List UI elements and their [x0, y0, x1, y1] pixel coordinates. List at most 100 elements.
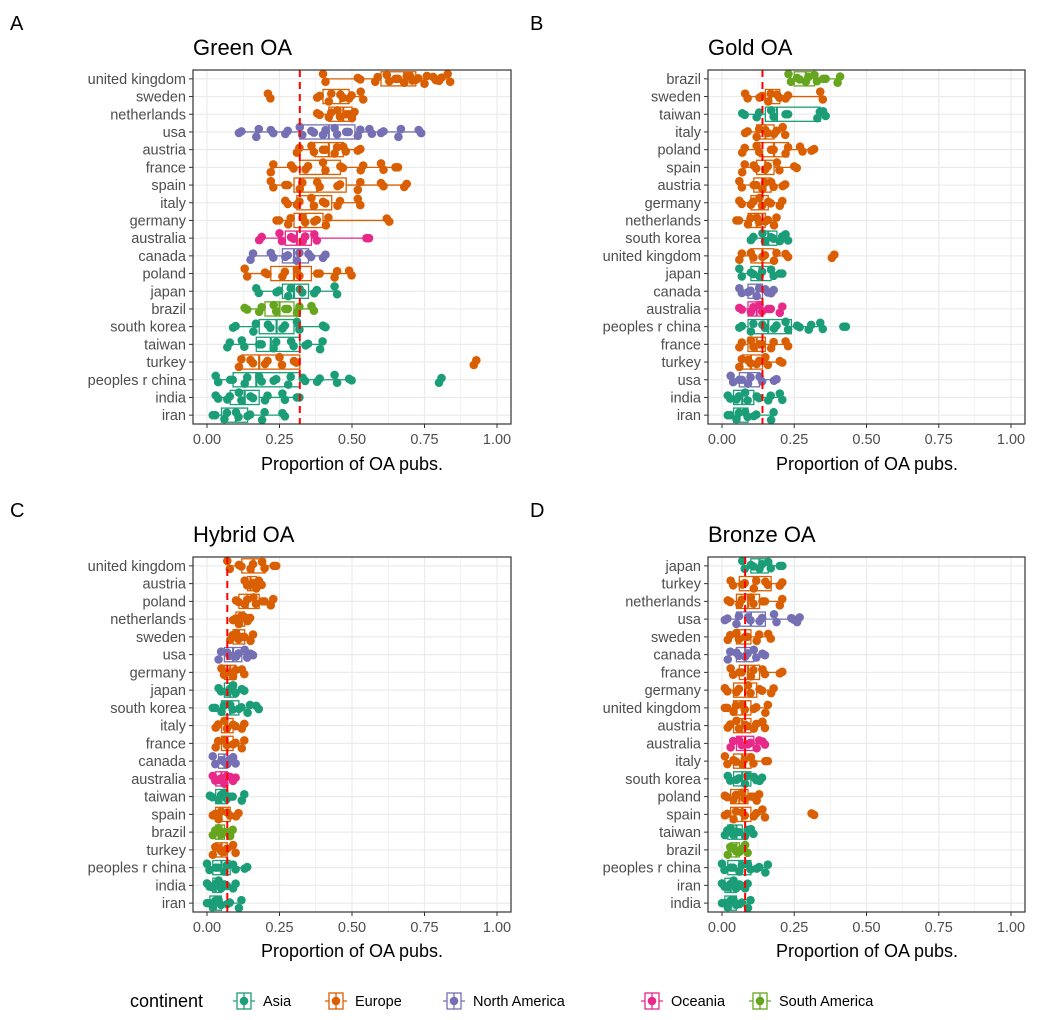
category-united-kingdom [223, 556, 281, 574]
data-point [766, 415, 776, 425]
data-point [234, 808, 243, 818]
data-point [772, 213, 781, 222]
category-netherlands [228, 611, 255, 629]
data-point [321, 250, 330, 259]
data-point [746, 213, 755, 223]
category-netherlands [732, 212, 781, 230]
panel-label: C [10, 500, 24, 522]
x-axis-label: Proportion of OA pubs. [776, 454, 958, 474]
data-point [208, 850, 218, 860]
y-tick-label: spain [666, 807, 701, 823]
data-point [347, 271, 356, 280]
category-italy [720, 751, 773, 769]
category-poland [231, 593, 278, 610]
legend-key-point [755, 996, 765, 1006]
data-point [271, 306, 281, 316]
data-point [728, 581, 738, 590]
data-point [758, 805, 767, 814]
category-india [202, 876, 240, 894]
data-point [769, 285, 778, 295]
data-point [749, 645, 759, 655]
data-point [283, 180, 293, 190]
data-point [740, 564, 750, 574]
y-tick-label: italy [675, 125, 702, 141]
data-point [763, 860, 773, 869]
data-point [749, 599, 758, 609]
data-point [315, 110, 325, 120]
data-point [231, 688, 240, 698]
y-tick-label: spain [666, 160, 701, 176]
data-point [231, 738, 240, 748]
data-point [783, 325, 793, 334]
data-point [795, 322, 804, 332]
data-point [286, 213, 296, 223]
data-point [231, 773, 240, 783]
y-tick-label: canada [653, 648, 702, 664]
data-point [225, 391, 235, 401]
category-peoples-r-china [211, 370, 446, 389]
data-point [309, 128, 319, 137]
data-point [766, 391, 776, 400]
data-point [725, 597, 735, 607]
data-point [749, 759, 758, 768]
data-point [211, 759, 220, 769]
category-brazil [208, 823, 237, 841]
data-point [254, 288, 264, 298]
y-tick-label: japan [665, 559, 701, 575]
x-tick-label: 0.00 [193, 920, 221, 936]
data-point [783, 236, 793, 245]
data-point [740, 143, 750, 153]
y-tick-label: poland [657, 143, 701, 159]
data-point [312, 285, 322, 295]
data-point [769, 145, 778, 154]
data-point [769, 684, 778, 693]
data-point [228, 680, 238, 690]
y-tick-label: sweden [651, 630, 701, 646]
legend: continent Asia Europe North America Oceania… [130, 991, 874, 1011]
box [747, 318, 793, 335]
data-point [786, 77, 796, 87]
data-point [809, 144, 819, 154]
data-point [237, 743, 247, 753]
y-tick-label: germany [645, 196, 702, 212]
category-iran [723, 407, 778, 425]
data-point [761, 868, 770, 877]
data-point [307, 193, 316, 203]
data-point [763, 97, 773, 106]
data-point [315, 91, 325, 101]
category-india [723, 388, 787, 406]
data-point [734, 611, 744, 621]
legend-key-point [239, 996, 249, 1006]
data-point [751, 653, 761, 662]
data-point [269, 128, 278, 138]
data-point [312, 215, 322, 225]
data-point [260, 563, 269, 573]
data-point [749, 319, 758, 329]
category-taiwan [737, 106, 830, 123]
data-point [394, 132, 403, 142]
data-point [242, 862, 252, 872]
y-tick-label: japan [665, 267, 701, 283]
data-point [219, 701, 229, 710]
data-point [743, 127, 752, 136]
data-point [271, 374, 281, 384]
y-tick-label: united kingdom [603, 249, 701, 265]
data-point [737, 338, 747, 347]
data-point [222, 860, 232, 870]
data-point [231, 848, 240, 858]
data-point [772, 158, 782, 167]
data-point [746, 286, 755, 295]
data-point [228, 840, 238, 850]
data-point [295, 122, 305, 132]
data-point [274, 216, 284, 225]
data-point [364, 233, 374, 243]
data-point [240, 669, 249, 679]
data-point [749, 232, 758, 242]
data-point [414, 73, 423, 83]
data-point [778, 561, 787, 571]
data-point [737, 249, 747, 258]
data-point [225, 898, 235, 907]
data-point [766, 304, 776, 314]
y-tick-label: usa [678, 612, 702, 628]
data-point [757, 686, 767, 696]
